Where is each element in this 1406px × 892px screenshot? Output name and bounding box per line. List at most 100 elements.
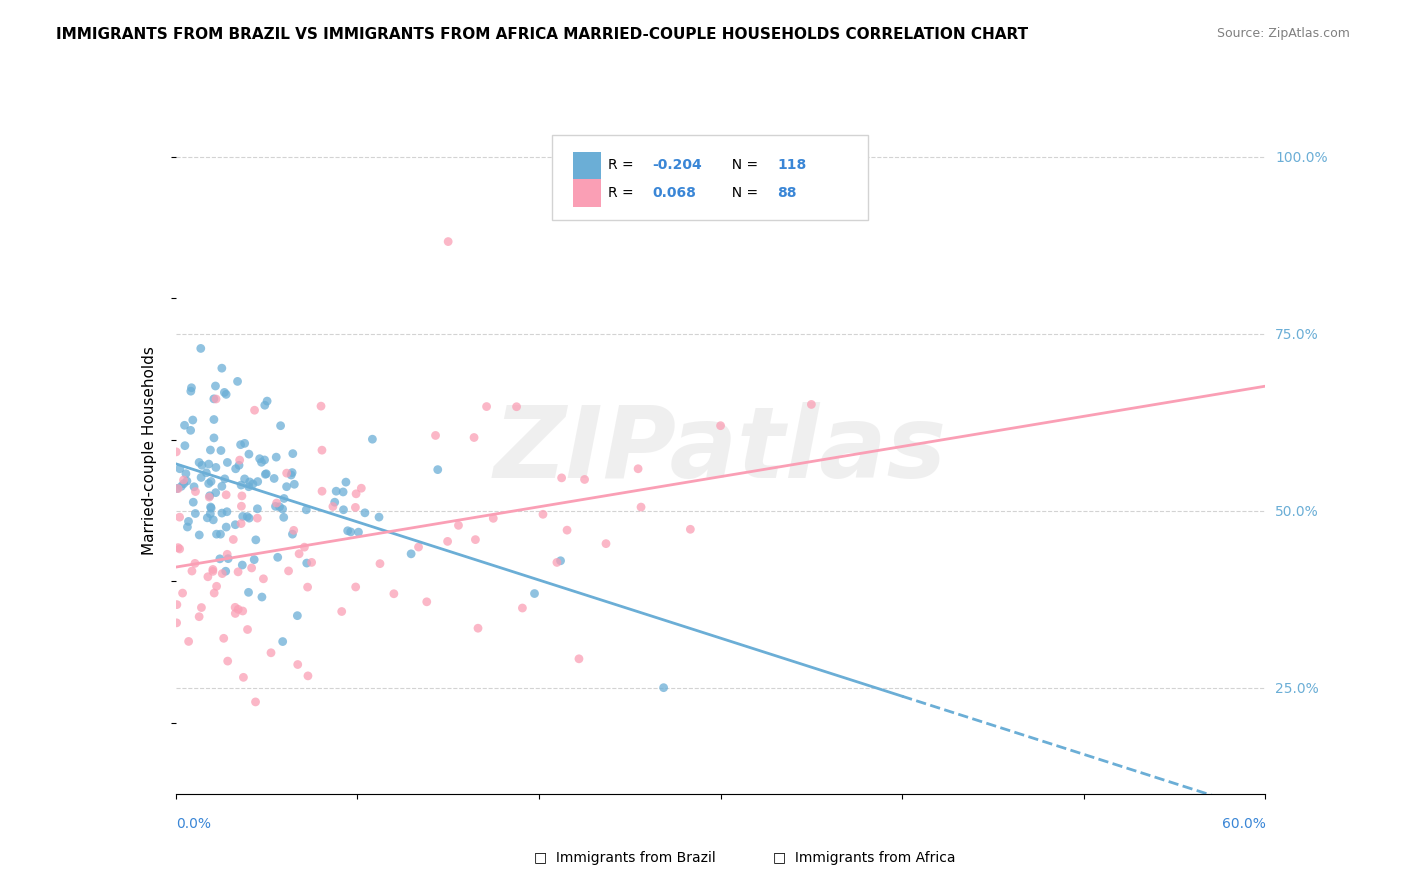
Point [574, 473, 596, 487]
Text: 88: 88 [778, 186, 797, 200]
Point [229, 516, 252, 531]
Point [165, 445, 187, 459]
Point [627, 462, 650, 476]
Point [236, 623, 259, 637]
Point [264, 450, 287, 464]
Point [295, 556, 318, 570]
Point [169, 510, 191, 524]
FancyBboxPatch shape [574, 152, 600, 179]
Point [246, 511, 269, 525]
Point [256, 394, 278, 409]
Point [226, 602, 249, 616]
Text: IMMIGRANTS FROM BRAZIL VS IMMIGRANTS FROM AFRICA MARRIED-COUPLE HOUSEHOLDS CORRE: IMMIGRANTS FROM BRAZIL VS IMMIGRANTS FRO… [56, 27, 1028, 42]
Point [197, 476, 219, 491]
Point [217, 654, 239, 668]
Point [236, 509, 259, 524]
Point [238, 585, 260, 599]
Point [225, 462, 247, 476]
Point [226, 565, 249, 579]
Point [475, 400, 498, 414]
Point [222, 533, 245, 547]
Point [217, 455, 239, 469]
Point [250, 455, 273, 469]
Point [184, 507, 207, 521]
Point [176, 474, 198, 488]
Point [336, 524, 359, 538]
Point [416, 595, 439, 609]
Point [283, 477, 305, 491]
Point [332, 485, 354, 500]
Point [211, 361, 233, 376]
Point [242, 477, 264, 491]
Point [200, 500, 222, 514]
Point [710, 418, 733, 433]
Point [250, 590, 273, 604]
Text: □  Immigrants from Brazil: □ Immigrants from Brazil [534, 851, 716, 865]
Point [245, 533, 267, 547]
Point [283, 524, 305, 538]
Point [212, 632, 235, 646]
Point [276, 480, 298, 494]
Point [183, 480, 205, 494]
Point [323, 495, 346, 509]
Point [232, 509, 254, 524]
Text: -0.204: -0.204 [652, 159, 702, 172]
Point [350, 481, 373, 495]
Text: 60.0%: 60.0% [1222, 817, 1265, 831]
Point [297, 580, 319, 594]
Point [233, 436, 256, 450]
Point [180, 384, 202, 399]
Point [200, 475, 222, 489]
Point [209, 527, 232, 541]
Point [215, 520, 238, 534]
Point [276, 466, 298, 480]
Point [253, 398, 276, 412]
Point [232, 604, 254, 618]
Point [253, 453, 276, 467]
Point [287, 657, 309, 672]
Point [297, 669, 319, 683]
Point [204, 379, 226, 393]
Point [224, 607, 246, 621]
Point [202, 392, 225, 406]
Point [197, 457, 219, 471]
Point [202, 513, 225, 527]
Point [273, 510, 295, 524]
Text: R =: R = [609, 159, 643, 172]
Point [322, 500, 344, 514]
Point [229, 478, 252, 492]
Text: N =: N = [723, 159, 766, 172]
Point [201, 565, 224, 579]
Point [270, 418, 292, 433]
Point [169, 541, 191, 556]
Text: R =: R = [609, 186, 643, 200]
Point [180, 381, 202, 395]
Point [166, 598, 188, 612]
Text: 118: 118 [778, 159, 807, 172]
Point [280, 468, 302, 483]
Point [229, 438, 252, 452]
Point [652, 681, 675, 695]
Point [232, 670, 254, 684]
Point [205, 527, 228, 541]
Point [233, 472, 256, 486]
Point [188, 455, 211, 469]
Point [263, 471, 285, 485]
Point [447, 518, 470, 533]
Point [205, 392, 228, 406]
Point [339, 524, 361, 539]
Point [211, 506, 233, 520]
Text: 0.0%: 0.0% [176, 817, 211, 831]
Point [361, 432, 384, 446]
Point [325, 484, 347, 499]
Point [252, 572, 274, 586]
Point [301, 556, 323, 570]
Point [288, 547, 311, 561]
Point [550, 471, 572, 485]
Point [188, 528, 211, 542]
Point [177, 515, 200, 529]
Point [240, 561, 263, 575]
Point [800, 397, 823, 411]
Point [200, 501, 222, 516]
Point [215, 488, 238, 502]
